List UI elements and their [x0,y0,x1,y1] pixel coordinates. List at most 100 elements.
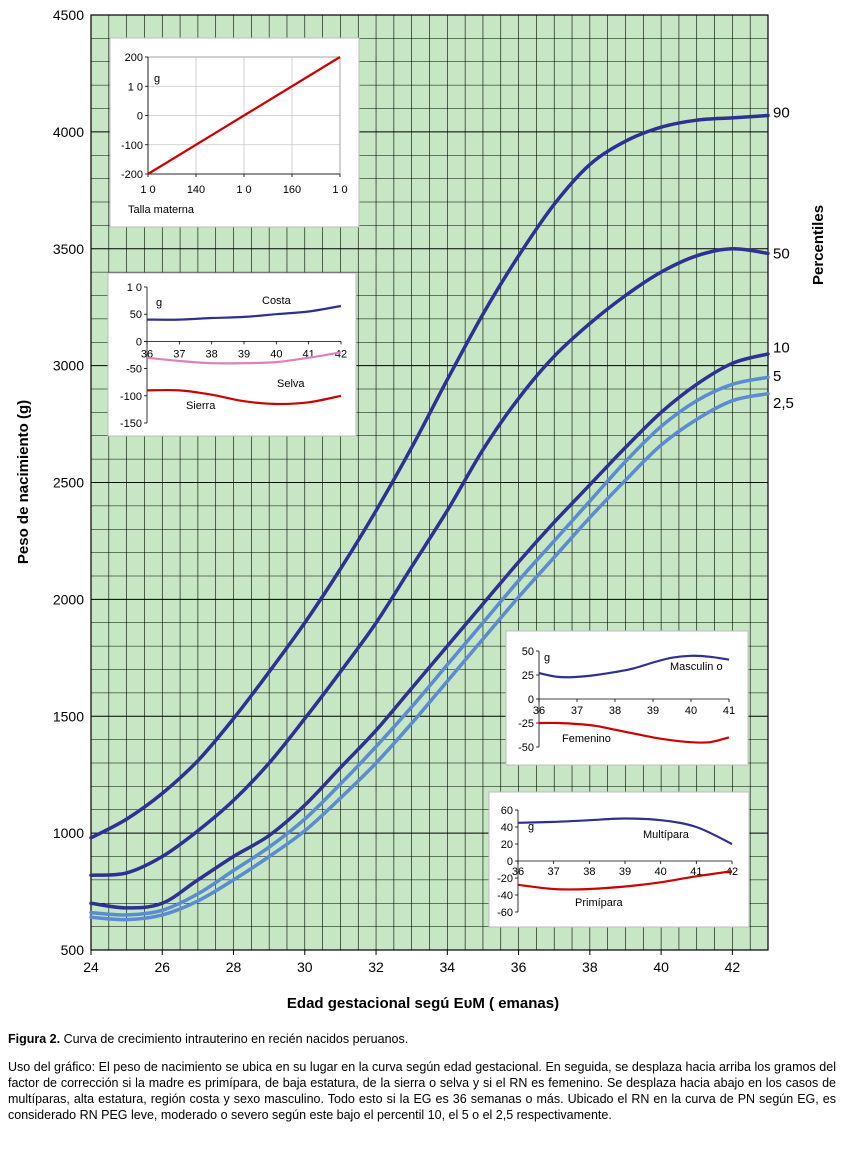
inset-frame [107,272,357,437]
inset-unit-label: g [528,821,534,833]
percentile-curve-2-5 [89,391,770,922]
inset-y-tick-label: 50 [130,309,142,321]
inset-y-tick-label: 0 [528,694,534,706]
inset-x-tick-label: 41 [723,705,735,717]
inset-frame [109,37,360,228]
inset-y-tick-label: 1 0 [127,282,142,294]
figure-caption: Figura 2. Curva de crecimiento intrauter… [8,1031,836,1047]
inset-x-tick-label: 39 [619,866,631,878]
inset-y-tick-label: 0 [507,856,513,868]
inset-y-tick-label: 40 [501,822,513,834]
percentile-curves [89,113,770,922]
inset-series-label: Multípara [643,829,690,841]
inset-x-tick-label: 38 [609,705,621,717]
y-tick-label: 1500 [53,708,84,724]
inset-series-label: Femenino [562,733,611,745]
percentile-label-5: 5 [773,368,781,385]
inset-x-tick-label: 1 0 [236,184,251,196]
figure-label: Figura 2. [8,1032,61,1046]
x-tick-label: 42 [725,959,741,975]
percentile-label-50: 50 [773,245,790,262]
percentiles-title: Percentiles [810,205,827,285]
x-tick-label: 30 [297,959,313,975]
inset-x-tick-label: 1 0 [140,184,155,196]
usage-instructions: Uso del gráfico: El peso de nacimiento s… [8,1060,836,1122]
inset-y-tick-label: -50 [518,742,534,754]
inset-x-tick-label: 40 [270,348,282,360]
inset-y-tick-label: -100 [120,391,142,403]
inset-y-tick-label: 20 [501,839,513,851]
inset-y-tick-label: -20 [497,873,513,885]
inset-x-tick-label: 38 [583,866,595,878]
y-tick-label: 3500 [53,241,84,257]
inset-series-label: Costa [262,295,292,307]
inset-unit-label: g [154,73,160,85]
inset-y-tick-label: -100 [121,140,143,152]
percentile-label-10: 10 [773,340,790,357]
inset-series-line [538,654,730,679]
inset-x-axis-title: Talla materna [128,204,195,216]
inset-y-tick-label: -50 [126,364,142,376]
inset-x-tick-label: 40 [655,866,667,878]
inset-series-line [517,870,733,891]
y-tick-label: 2000 [53,591,84,607]
inset-y-tick-label: 200 [125,52,143,64]
inset-x-tick-label: 140 [187,184,205,196]
x-tick-label: 36 [511,959,527,975]
y-tick-label: 500 [61,942,85,958]
y-tick-label: 1000 [53,825,84,841]
inset-y-tick-label: 25 [522,670,534,682]
inset-x-tick-label: 39 [647,705,659,717]
inset-series-line [146,351,342,365]
inset-talla-materna: 200 1 0 0 -100 -200 1 0 140 1 0 160 1 0 g Talla mat… [109,37,360,228]
inset-series-label: Sierra [186,400,216,412]
inset-x-tick-label: 39 [238,348,250,360]
inset-y-tick-label: -200 [121,169,143,181]
inset-y-tick-label: 50 [522,646,534,658]
inset-frame [488,791,750,928]
inset-x-tick-label: 40 [685,705,697,717]
inset-frame [505,630,749,766]
percentile-curve-90 [89,113,770,840]
inset-sexo: 50 25 0 -25 -50 36 37 38 39 40 41 g Masculin o Femeni… [505,630,749,766]
inset-x-tick-label: 37 [548,866,560,878]
inset-y-tick-label: 60 [501,805,513,817]
x-tick-label: 24 [83,959,99,975]
inset-series-label: Selva [277,378,305,390]
percentile-label-90: 90 [773,105,790,122]
plot-border [90,14,769,951]
y-tick-label: 4000 [53,124,84,140]
x-axis-title: Edad gestacional segú EᴜM ( emanas) [287,995,559,1012]
inset-x-tick-label: 36 [512,866,524,878]
y-axis-title: Peso de nacimiento (g) [15,400,32,564]
y-tick-label: 2500 [53,475,84,491]
inset-y-tick-label: -60 [497,907,513,919]
inset-y-tick-label: -150 [120,418,142,430]
y-tick-label: 4500 [53,7,84,23]
inset-x-tick-label: 42 [335,348,347,360]
inset-x-tick-label: 36 [533,705,545,717]
percentile-curve-50 [89,247,770,877]
inset-y-tick-label: -25 [518,718,534,730]
percentile-curve-5 [89,375,770,917]
figure-caption-text: Curva de crecimiento intrauterino en rec… [60,1032,409,1046]
inset-x-tick-label: 38 [206,348,218,360]
percentile-label-2-5: 2,5 [773,395,794,412]
x-tick-label: 34 [440,959,456,975]
inset-series-label: Masculin o [670,661,723,673]
inset-y-tick-label: -40 [497,890,513,902]
x-tick-label: 28 [226,959,242,975]
inset-x-tick-label: 1 0 [332,184,347,196]
inset-series-label: Primípara [575,897,624,909]
inset-series-line [147,56,341,175]
y-tick-label: 3000 [53,358,84,374]
x-tick-label: 40 [653,959,669,975]
inset-x-tick-label: 37 [173,348,185,360]
inset-series-line [517,817,733,845]
x-tick-label: 26 [154,959,170,975]
x-tick-label: 32 [368,959,384,975]
percentile-curve-10 [89,352,770,910]
